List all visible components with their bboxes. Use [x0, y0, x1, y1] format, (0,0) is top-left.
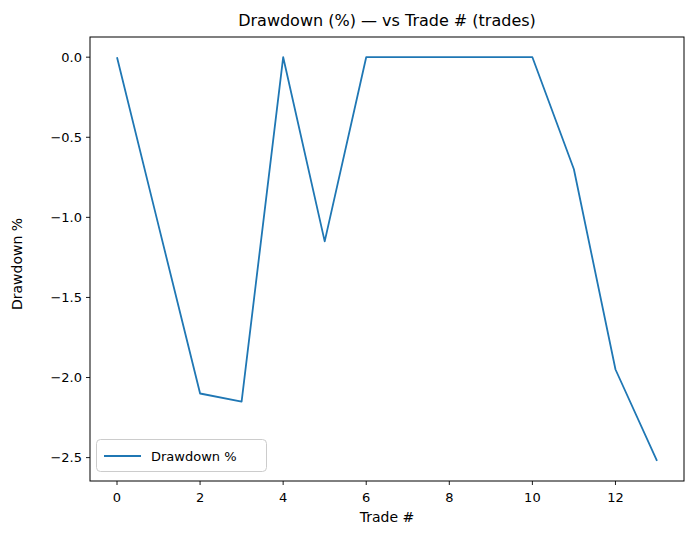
- x-tick-label: 12: [607, 490, 624, 505]
- drawdown-chart: Drawdown (%) — vs Trade # (trades) 0 2 4 6 8…: [0, 0, 695, 546]
- chart-title: Drawdown (%) — vs Trade # (trades): [238, 11, 536, 30]
- y-tick-label: −1.5: [50, 290, 82, 305]
- x-tick-label: 0: [113, 490, 121, 505]
- y-tick-label: −1.0: [50, 210, 82, 225]
- legend-label: Drawdown %: [151, 449, 237, 464]
- matplotlib-figure: Drawdown (%) — vs Trade # (trades) 0 2 4 6 8…: [0, 0, 695, 546]
- y-axis-label: Drawdown %: [9, 218, 25, 310]
- y-tick-label: −2.0: [50, 370, 82, 385]
- y-tick-label: 0.0: [61, 50, 82, 65]
- x-axis-label: Trade #: [359, 509, 415, 525]
- x-tick-label: 10: [524, 490, 541, 505]
- x-tick-label: 6: [362, 490, 370, 505]
- x-tick-label: 8: [445, 490, 453, 505]
- x-tick-label: 4: [279, 490, 287, 505]
- y-tick-label: −0.5: [50, 130, 82, 145]
- x-tick-label: 2: [196, 490, 204, 505]
- legend: Drawdown %: [97, 440, 267, 472]
- y-tick-label: −2.5: [50, 450, 82, 465]
